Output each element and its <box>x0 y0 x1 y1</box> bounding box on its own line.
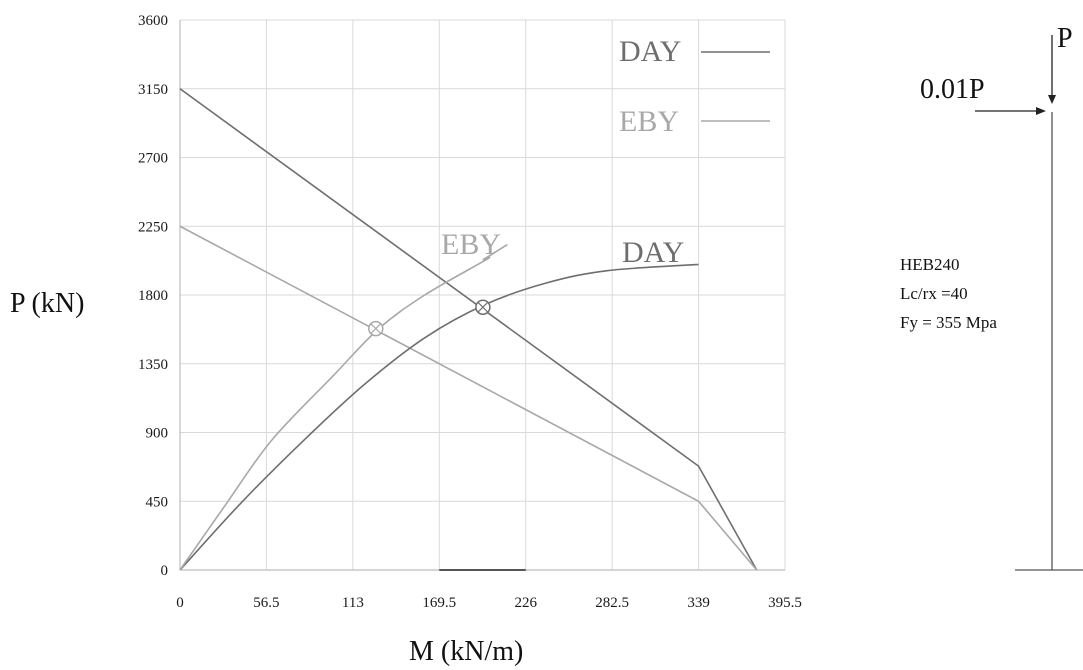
y-tick-label: 3600 <box>138 13 168 29</box>
day-intersection-marker <box>475 299 491 315</box>
y-tick-label: 1800 <box>138 288 168 304</box>
x-tick-label: 0 <box>176 595 184 611</box>
section-slenderness: Lc/rx =40 <box>900 284 968 303</box>
tick-labels: 0 56.5 113 169.5 226 282.5 339 395.5 0 450 900 1350… <box>138 13 802 611</box>
vertical-load-arrowhead <box>1048 95 1056 104</box>
y-tick-label: 3150 <box>138 82 168 98</box>
series-layer <box>179 88 758 571</box>
y-tick-label: 1350 <box>138 357 168 373</box>
x-tick-label: 56.5 <box>253 595 279 611</box>
y-tick-label: 900 <box>146 426 169 442</box>
day-interaction-line <box>179 88 758 571</box>
x-axis-title: M (kN/m) <box>409 636 523 667</box>
x-tick-label: 395.5 <box>768 595 802 611</box>
x-tick-label: 226 <box>514 595 537 611</box>
eby-label-leader <box>482 243 508 261</box>
y-tick-label: 0 <box>161 563 169 579</box>
x-tick-label: 282.5 <box>595 595 629 611</box>
y-axis-title: P (kN) <box>10 288 84 319</box>
eby-intersection-marker <box>368 320 384 337</box>
day-demand-line <box>179 263 699 571</box>
eby-demand-line <box>179 256 491 571</box>
marker-cross <box>477 301 489 313</box>
section-info: HEB240 Lc/rx =40 Fy = 355 Mpa <box>900 255 997 332</box>
x-tick-label: 113 <box>342 595 364 611</box>
section-name: HEB240 <box>900 255 960 274</box>
x-tick-label: 339 <box>687 595 710 611</box>
section-yield: Fy = 355 Mpa <box>900 313 997 332</box>
load-diagram: P 0.01P <box>920 23 1083 571</box>
lateral-load-arrowhead <box>1036 107 1046 115</box>
legend-label-eby: EBY <box>619 105 679 138</box>
eby-interaction-line <box>179 225 758 571</box>
annotation-day: DAY <box>622 236 684 269</box>
grid <box>179 19 786 571</box>
marker-cross <box>370 323 382 334</box>
y-tick-label: 2700 <box>138 151 168 167</box>
y-tick-label: 2250 <box>138 219 168 235</box>
legend-label-day: DAY <box>619 35 681 68</box>
lateral-load-label: 0.01P <box>920 74 985 105</box>
y-tick-label: 450 <box>146 494 169 510</box>
x-tick-label: 169.5 <box>422 595 456 611</box>
vertical-load-label: P <box>1057 23 1073 54</box>
legend: DAY EBY <box>619 35 770 138</box>
annotation-eby: EBY <box>441 228 501 261</box>
